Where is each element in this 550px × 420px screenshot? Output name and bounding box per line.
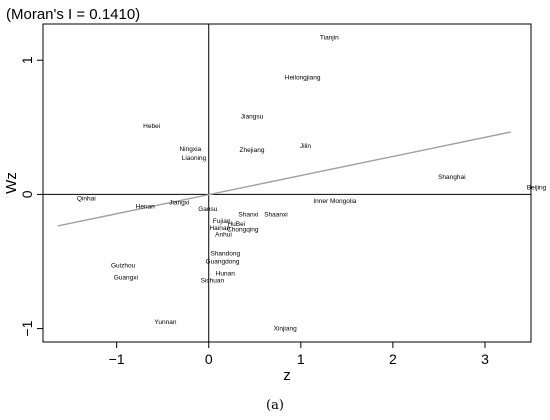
x-tick-label: 3 <box>481 351 489 367</box>
point-label: Anhui <box>215 232 232 239</box>
zero-lines <box>43 24 531 342</box>
point-label: Fujian <box>213 218 231 225</box>
x-tick-label: −1 <box>109 351 125 367</box>
x-tick-label: 2 <box>389 351 397 367</box>
plot-frame <box>42 23 532 343</box>
regression-line <box>57 131 511 227</box>
chart-title: (Moran's I = 0.1410) <box>6 6 140 23</box>
point-label: Xinjiang <box>274 326 298 333</box>
point-label: Tianjin <box>320 34 339 41</box>
point-label: Qinhai <box>77 195 96 202</box>
point-label: Jiangsu <box>241 114 264 121</box>
x-tick-label: 1 <box>297 351 305 367</box>
x-tick-label: 0 <box>205 351 213 367</box>
point-label: Inner Mongolia <box>313 198 356 205</box>
point-label: Heilongjiang <box>285 75 321 82</box>
point-label: Chongqing <box>227 226 259 233</box>
y-tick-label: 1 <box>19 56 35 64</box>
point-label: Shaanxi <box>264 212 288 219</box>
point-label: Jiangxi <box>169 199 189 206</box>
point-label: Henan <box>136 203 156 210</box>
y-axis-label: Wz <box>3 172 20 194</box>
point-label: Sichuan <box>201 277 225 284</box>
x-axis-label: z <box>283 367 291 384</box>
point-labels: Tianjin Heilongjiang Jiangsu Hebei Ningxia Zh… <box>77 34 547 332</box>
point-label: Shanghai <box>438 174 465 181</box>
point-label: Liaoning <box>182 155 207 162</box>
point-label: Guangdong <box>206 258 240 265</box>
point-label: HuBei <box>227 221 245 228</box>
point-label: Shanxi <box>238 212 258 219</box>
point-label: Ningxia <box>179 146 201 153</box>
point-label: Jilin <box>300 143 312 150</box>
point-label: Beijing <box>527 185 547 192</box>
point-label: Hebei <box>143 123 160 130</box>
point-label: Guizhou <box>111 263 136 270</box>
point-label: Guangxi <box>114 275 138 282</box>
point-label: Yunnan <box>154 319 176 326</box>
point-label: Hunan <box>216 271 236 278</box>
point-label: Shandong <box>210 250 240 257</box>
figure-caption: (a) <box>266 398 284 413</box>
x-axis-ticks: −1 0 1 2 3 <box>109 342 489 367</box>
point-label: Zhejiang <box>240 147 265 154</box>
point-label: Gansu <box>198 206 218 213</box>
y-axis-ticks: −1 0 1 <box>19 56 43 337</box>
y-tick-label: 0 <box>19 190 35 198</box>
regression-line-layer <box>57 131 511 227</box>
point-label: Hainan <box>209 225 230 232</box>
y-tick-label: −1 <box>19 320 35 336</box>
